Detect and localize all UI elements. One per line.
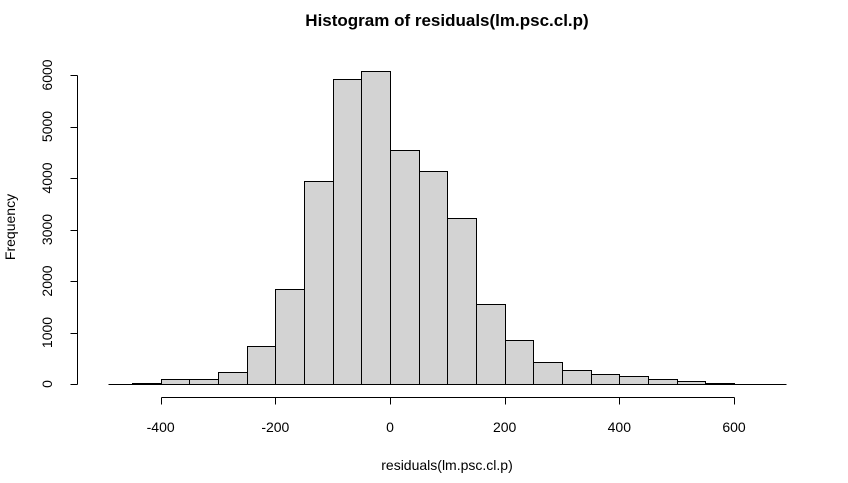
- x-tick-label: 400: [608, 419, 632, 435]
- x-tick-label: 600: [722, 419, 746, 435]
- x-axis-label: residuals(lm.psc.cl.p): [381, 457, 512, 473]
- histogram-bar: [333, 79, 362, 385]
- y-tick-label: 1000: [39, 317, 55, 348]
- histogram-bar: [161, 379, 190, 385]
- histogram-bar: [619, 376, 649, 385]
- x-tick-label: -400: [147, 419, 175, 435]
- x-tick-label: 200: [493, 419, 517, 435]
- bars-group: [108, 71, 787, 385]
- histogram-bar: [648, 379, 678, 385]
- y-axis-label: Frequency: [2, 194, 18, 260]
- histogram-bar: [533, 362, 563, 385]
- y-tick-label: 2000: [39, 265, 55, 296]
- histogram-bar: [218, 372, 248, 385]
- histogram-bar: [505, 340, 534, 385]
- histogram-bar: [275, 289, 305, 385]
- y-tick-label: 4000: [39, 162, 55, 193]
- histogram-bar: [591, 374, 620, 385]
- y-tick-label: 0: [39, 380, 55, 388]
- y-tick-label: 6000: [39, 59, 55, 90]
- y-axis: 0 1000 2000 3000 4000 5000 6000: [39, 59, 78, 388]
- histogram-bar: [361, 71, 391, 385]
- histogram-bar: [476, 304, 506, 385]
- x-tick-label: -200: [261, 419, 289, 435]
- x-axis: -400 -200 0 200 400 600: [147, 397, 746, 435]
- histogram-bar: [304, 181, 334, 385]
- histogram-bar: [390, 150, 420, 385]
- x-tick-label: 0: [386, 419, 394, 435]
- histogram-bar: [562, 370, 592, 385]
- y-tick-label: 3000: [39, 214, 55, 245]
- histogram-bar: [419, 171, 448, 385]
- y-tick-label: 5000: [39, 111, 55, 142]
- histogram-bar: [247, 346, 276, 385]
- histogram-bar: [447, 218, 477, 385]
- chart-title: Histogram of residuals(lm.psc.cl.p): [305, 11, 588, 30]
- histogram-bar: [189, 379, 219, 385]
